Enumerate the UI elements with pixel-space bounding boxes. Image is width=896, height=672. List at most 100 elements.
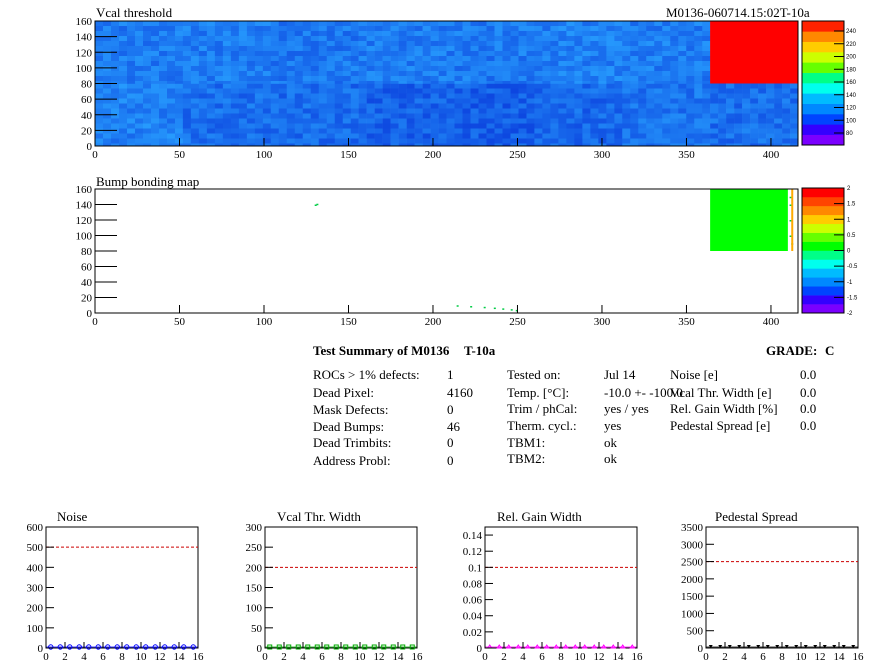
pixel-cell xyxy=(510,138,519,144)
pixel-cell xyxy=(246,71,256,77)
pixel-cell xyxy=(198,83,208,89)
pixel-cell xyxy=(486,88,495,94)
pixel-cell xyxy=(678,88,687,94)
pixel-cell xyxy=(254,143,264,147)
pixel-cell xyxy=(598,128,607,134)
y-tick-label: 400 xyxy=(27,562,44,574)
pixel-cell xyxy=(670,138,679,144)
pixel-cell xyxy=(566,103,575,109)
pixel-cell xyxy=(198,143,208,147)
pixel-cell xyxy=(534,108,543,114)
pixel-cell xyxy=(774,88,783,94)
x-tick-label: 150 xyxy=(340,149,357,161)
pixel-cell xyxy=(238,41,248,47)
colorbar-band xyxy=(802,286,844,296)
pixel-cell xyxy=(606,133,615,139)
pixel-cell xyxy=(374,83,383,89)
pixel-cell xyxy=(286,133,296,139)
pixel-cell xyxy=(782,143,791,147)
pixel-cell xyxy=(294,76,304,82)
data-point xyxy=(784,645,789,648)
x-tick-label: 10 xyxy=(796,651,808,663)
pixel-cell xyxy=(382,128,391,134)
pixel-cell xyxy=(246,31,256,37)
pixel-cell xyxy=(614,103,623,109)
pixel-cell xyxy=(262,26,272,32)
pixel-cell xyxy=(742,113,751,119)
pixel-cell xyxy=(135,88,144,94)
pixel-cell xyxy=(214,31,224,37)
plot-bg xyxy=(95,189,798,313)
pixel-cell xyxy=(119,66,128,72)
x-tick-label: 50 xyxy=(174,316,186,328)
pixel-cell xyxy=(646,66,655,72)
pixel-cell xyxy=(127,133,136,139)
summary-value: 0 xyxy=(447,402,454,417)
pixel-cell xyxy=(614,108,623,114)
pixel-cell xyxy=(246,61,256,67)
pixel-cell xyxy=(502,103,511,109)
pixel-cell xyxy=(558,103,567,109)
pixel-cell xyxy=(326,93,336,99)
pixel-cell xyxy=(598,21,607,27)
pixel-cell xyxy=(206,36,216,42)
pixel-cell xyxy=(662,41,671,47)
pixel-cell xyxy=(358,123,367,129)
pixel-cell xyxy=(726,98,735,104)
y-tick-label: 600 xyxy=(27,522,44,534)
pixel-cell xyxy=(422,138,431,144)
pixel-cell xyxy=(278,51,288,57)
pixel-cell xyxy=(294,56,304,62)
pixel-cell xyxy=(143,93,152,99)
pixel-cell xyxy=(214,66,224,72)
pixel-cell xyxy=(390,76,399,82)
pixel-cell xyxy=(111,46,120,52)
pixel-cell xyxy=(462,113,471,119)
pixel-cell xyxy=(374,143,383,147)
pixel-cell xyxy=(438,76,447,82)
pixel-cell xyxy=(662,26,671,32)
pixel-cell xyxy=(382,41,391,47)
pixel-cell xyxy=(119,31,128,37)
pixel-cell xyxy=(151,36,160,42)
pixel-cell xyxy=(151,56,160,62)
pixel-cell xyxy=(302,83,312,89)
pixel-cell xyxy=(270,21,280,27)
pixel-cell xyxy=(254,81,264,84)
pixel-cell xyxy=(590,76,599,82)
pixel-cell xyxy=(119,108,128,114)
pixel-cell xyxy=(95,143,104,147)
pixel-cell xyxy=(670,41,679,47)
pixel-cell xyxy=(182,51,192,57)
pixel-cell xyxy=(230,46,240,52)
pixel-cell xyxy=(622,71,631,77)
pixel-cell xyxy=(151,46,160,52)
pixel-cell xyxy=(206,51,216,57)
pixel-cell xyxy=(111,41,120,47)
pixel-cell xyxy=(662,98,671,104)
pixel-cell xyxy=(262,128,272,134)
pixel-cell xyxy=(222,123,232,129)
pixel-cell xyxy=(382,21,391,27)
pixel-cell xyxy=(678,76,687,82)
pixel-cell xyxy=(558,143,567,147)
pixel-cell xyxy=(502,143,511,147)
y-tick-label: 0.12 xyxy=(463,546,482,558)
pixel-cell xyxy=(151,76,160,82)
pixel-cell xyxy=(478,123,487,129)
pixel-cell xyxy=(750,143,759,147)
pixel-cell xyxy=(246,138,256,144)
y-tick-label: 0.04 xyxy=(463,611,483,623)
pixel-cell xyxy=(198,21,208,27)
dead-bump-pixel xyxy=(502,308,505,310)
pixel-cell xyxy=(175,56,184,62)
pixel-cell xyxy=(550,118,559,124)
pixel-cell xyxy=(430,113,439,119)
pixel-cell xyxy=(470,93,479,99)
pixel-cell xyxy=(582,93,591,99)
pixel-cell xyxy=(462,61,471,67)
pixel-cell xyxy=(486,123,495,129)
pixel-cell xyxy=(358,61,367,67)
pixel-cell xyxy=(582,26,591,32)
pixel-cell xyxy=(646,31,655,37)
